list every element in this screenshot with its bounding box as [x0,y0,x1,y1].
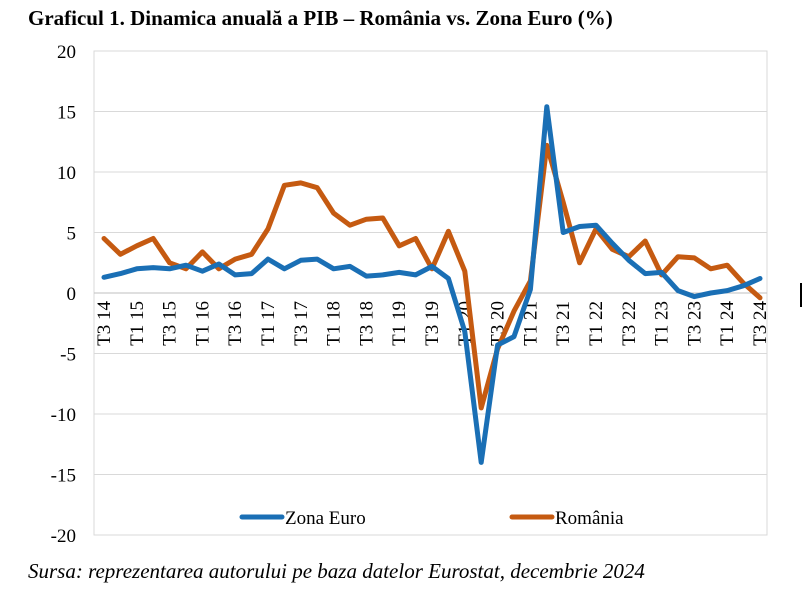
legend-label: România [555,508,624,529]
x-tick-label: T3 14 [94,301,115,346]
y-tick-label: 15 [57,103,76,124]
outer-border-mark [800,283,802,307]
legend: Zona Euro România [239,508,624,529]
y-tick-label: -5 [60,345,76,366]
x-tick-label: T3 16 [225,301,246,346]
x-tick-label: T3 22 [619,301,640,346]
x-tick-label: T1 15 [127,301,148,346]
y-tick-label: 20 [57,42,76,63]
x-tick-label: T1 22 [586,301,607,346]
series-line-zona-euro [101,104,763,465]
series-line-romania [101,142,763,411]
x-tick-label: T1 16 [192,301,213,346]
chart-title: Graficul 1. Dinamica anuală a PIB – Româ… [28,6,613,30]
x-tick-label: T3 18 [356,301,377,346]
x-tick-label: T3 17 [291,301,312,346]
y-tick-label: -10 [51,405,76,426]
source-note: Sursa: reprezentarea autorului pe baza d… [28,559,645,583]
gridlines [94,111,767,475]
x-tick-label: T3 24 [750,301,771,346]
x-tick-label: T1 17 [258,301,279,346]
y-axis-ticks: 20 15 10 5 0 -5 -10 -15 -20 [51,42,76,547]
x-tick-label: T3 21 [553,301,574,346]
series-lines [101,104,763,465]
y-tick-label: -20 [51,526,76,547]
y-tick-label: 5 [67,224,77,245]
y-tick-label: 10 [57,163,76,184]
x-tick-label: T1 21 [520,301,541,346]
x-axis: T3 14 T1 15 T3 15 T1 16 T3 16 T1 17 T3 17 T1 18… [94,292,771,346]
legend-label: Zona Euro [285,508,366,529]
x-tick-label: T1 18 [324,301,345,346]
y-tick-label: 0 [67,284,77,305]
x-tick-label: T3 19 [422,301,443,346]
x-tick-label: T3 23 [684,301,705,346]
x-tick-label: T1 24 [717,301,738,346]
x-tick-label: T1 23 [652,301,673,346]
y-tick-label: -15 [51,466,76,487]
x-tick-label: T1 19 [389,301,410,346]
x-tick-label: T3 15 [160,301,181,346]
